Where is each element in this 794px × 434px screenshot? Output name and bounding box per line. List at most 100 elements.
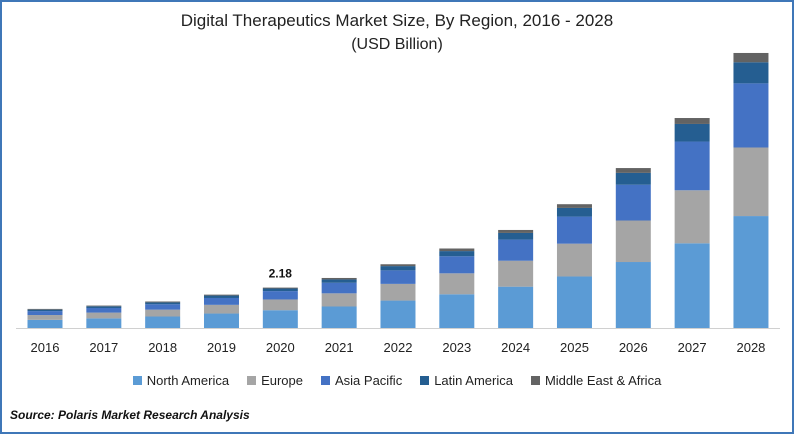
bar-segment-2016-asia-pacific — [27, 311, 63, 316]
bar-segment-2017-europe — [86, 312, 122, 319]
x-tick-label: 2021 — [325, 340, 354, 355]
bar-segment-2020-north-america — [262, 310, 298, 328]
bar-segment-2016-middle-east-africa — [27, 308, 63, 310]
annotations-group: 2.18 — [269, 267, 293, 281]
bar-segment-2016-europe — [27, 315, 63, 320]
bar-segment-2016-latin-america — [27, 309, 63, 312]
bar-segment-2019-asia-pacific — [203, 297, 239, 305]
bar-segment-2023-europe — [439, 273, 475, 295]
bar-segment-2027-latin-america — [674, 123, 710, 142]
x-tick-label: 2019 — [207, 340, 236, 355]
x-tick-label: 2025 — [560, 340, 589, 355]
bar-segment-2027-north-america — [674, 243, 710, 328]
legend-item: Latin America — [420, 373, 513, 388]
bar-segment-2023-asia-pacific — [439, 256, 475, 274]
bar-segment-2020-asia-pacific — [262, 291, 298, 300]
legend-swatch — [247, 376, 257, 385]
x-tick-label: 2024 — [501, 340, 530, 355]
source-note: Source: Polaris Market Research Analysis — [10, 408, 250, 422]
x-tick-label: 2016 — [31, 340, 60, 355]
legend-swatch — [420, 376, 430, 385]
bar-segment-2027-asia-pacific — [674, 141, 710, 191]
x-tick-label: 2023 — [442, 340, 471, 355]
bar-segment-2023-latin-america — [439, 251, 475, 257]
bar-segment-2021-north-america — [321, 306, 357, 328]
legend-label: Europe — [261, 373, 303, 388]
bar-segment-2019-europe — [203, 304, 239, 314]
bar-segment-2024-north-america — [498, 286, 534, 328]
bar-segment-2028-middle-east-africa — [733, 52, 769, 63]
legend-label: Asia Pacific — [335, 373, 403, 388]
bar-segment-2028-north-america — [733, 216, 769, 328]
bar-segment-2021-europe — [321, 293, 357, 307]
bars-group — [27, 52, 769, 328]
legend-label: Latin America — [434, 373, 513, 388]
bar-segment-2024-asia-pacific — [498, 239, 534, 261]
bar-segment-2022-europe — [380, 283, 416, 301]
legend-item: Europe — [247, 373, 303, 388]
x-tick-label: 2017 — [89, 340, 118, 355]
legend: North America Europe Asia Pacific Latin Ame… — [0, 373, 794, 388]
bar-segment-2025-latin-america — [556, 207, 592, 217]
bar-segment-2023-middle-east-africa — [439, 248, 475, 252]
bar-segment-2028-latin-america — [733, 62, 769, 84]
x-tick-label: 2020 — [266, 340, 295, 355]
legend-swatch — [530, 376, 540, 385]
bar-segment-2018-middle-east-africa — [145, 301, 181, 303]
chart-subtitle: (USD Billion) — [351, 36, 443, 53]
bar-segment-2020-latin-america — [262, 288, 298, 292]
bar-segment-2020-europe — [262, 299, 298, 311]
chart-title: Digital Therapeutics Market Size, By Reg… — [180, 11, 614, 30]
bar-segment-2025-asia-pacific — [556, 216, 592, 244]
bar-segment-2022-asia-pacific — [380, 270, 416, 284]
bar-segment-2018-latin-america — [145, 302, 181, 305]
bar-segment-2017-middle-east-africa — [86, 305, 122, 307]
data-label-2020: 2.18 — [269, 267, 293, 281]
legend-label: Middle East & Africa — [544, 373, 662, 388]
x-tick-label: 2026 — [619, 340, 648, 355]
bar-segment-2019-middle-east-africa — [203, 294, 239, 296]
x-tick-label: 2028 — [736, 340, 765, 355]
bar-segment-2027-europe — [674, 190, 710, 244]
bar-segment-2025-middle-east-africa — [556, 204, 592, 208]
bar-segment-2028-europe — [733, 147, 769, 217]
bar-segment-2017-asia-pacific — [86, 307, 122, 313]
bar-segment-2023-north-america — [439, 294, 475, 328]
x-tick-labels: 2016 2017 2018 2019 2020 2021 2022 2023 2024 2025… — [31, 340, 766, 355]
bar-segment-2018-north-america — [145, 316, 181, 328]
bar-segment-2026-asia-pacific — [615, 184, 651, 221]
bar-segment-2021-middle-east-africa — [321, 277, 357, 280]
bar-segment-2027-middle-east-africa — [674, 118, 710, 124]
bar-segment-2019-latin-america — [203, 295, 239, 298]
bar-segment-2026-middle-east-africa — [615, 168, 651, 173]
bar-segment-2021-latin-america — [321, 279, 357, 283]
legend-swatch — [321, 376, 330, 385]
bar-segment-2019-north-america — [203, 313, 239, 328]
bar-segment-2024-middle-east-africa — [498, 229, 534, 233]
legend-swatch — [132, 376, 142, 385]
bar-segment-2026-europe — [615, 220, 651, 263]
legend-item: Middle East & Africa — [530, 373, 662, 388]
bar-segment-2022-north-america — [380, 300, 416, 328]
bar-segment-2024-europe — [498, 260, 534, 287]
bar-segment-2022-latin-america — [380, 266, 416, 271]
bar-segment-2017-north-america — [86, 318, 122, 328]
bar-segment-2021-asia-pacific — [321, 282, 357, 294]
bar-segment-2026-north-america — [615, 262, 651, 328]
legend-item: North America — [132, 373, 230, 388]
bar-segment-2028-asia-pacific — [733, 83, 769, 148]
bar-segment-2018-europe — [145, 309, 181, 317]
bar-segment-2017-latin-america — [86, 306, 122, 308]
bar-segment-2025-europe — [556, 243, 592, 277]
legend-item: Asia Pacific — [321, 373, 402, 388]
x-tick-label: 2018 — [148, 340, 177, 355]
bar-segment-2024-latin-america — [498, 232, 534, 240]
bar-segment-2022-middle-east-africa — [380, 264, 416, 267]
legend-label: North America — [146, 373, 230, 388]
bar-segment-2016-north-america — [27, 319, 63, 328]
x-tick-label: 2022 — [384, 340, 413, 355]
bar-segment-2025-north-america — [556, 276, 592, 328]
bar-segment-2020-middle-east-africa — [262, 287, 298, 289]
